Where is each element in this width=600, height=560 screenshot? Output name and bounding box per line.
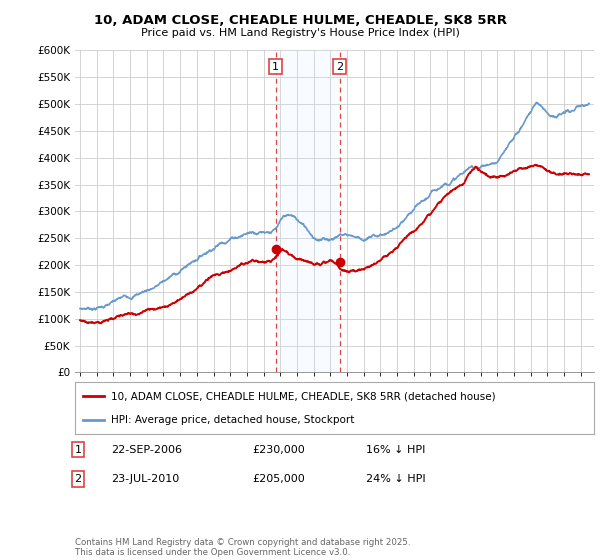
Text: 2: 2 xyxy=(74,474,82,484)
Text: 24% ↓ HPI: 24% ↓ HPI xyxy=(366,474,425,484)
Text: 22-SEP-2006: 22-SEP-2006 xyxy=(111,445,182,455)
Text: 1: 1 xyxy=(74,445,82,455)
Text: 23-JUL-2010: 23-JUL-2010 xyxy=(111,474,179,484)
Text: HPI: Average price, detached house, Stockport: HPI: Average price, detached house, Stoc… xyxy=(112,415,355,425)
Text: 10, ADAM CLOSE, CHEADLE HULME, CHEADLE, SK8 5RR: 10, ADAM CLOSE, CHEADLE HULME, CHEADLE, … xyxy=(94,14,506,27)
Text: Contains HM Land Registry data © Crown copyright and database right 2025.
This d: Contains HM Land Registry data © Crown c… xyxy=(75,538,410,557)
Text: 2: 2 xyxy=(336,62,343,72)
Bar xyxy=(275,50,340,372)
Text: Price paid vs. HM Land Registry's House Price Index (HPI): Price paid vs. HM Land Registry's House … xyxy=(140,28,460,38)
Text: £205,000: £205,000 xyxy=(252,474,305,484)
Text: 1: 1 xyxy=(272,62,279,72)
Text: 10, ADAM CLOSE, CHEADLE HULME, CHEADLE, SK8 5RR (detached house): 10, ADAM CLOSE, CHEADLE HULME, CHEADLE, … xyxy=(112,391,496,402)
Text: £230,000: £230,000 xyxy=(252,445,305,455)
Text: 16% ↓ HPI: 16% ↓ HPI xyxy=(366,445,425,455)
